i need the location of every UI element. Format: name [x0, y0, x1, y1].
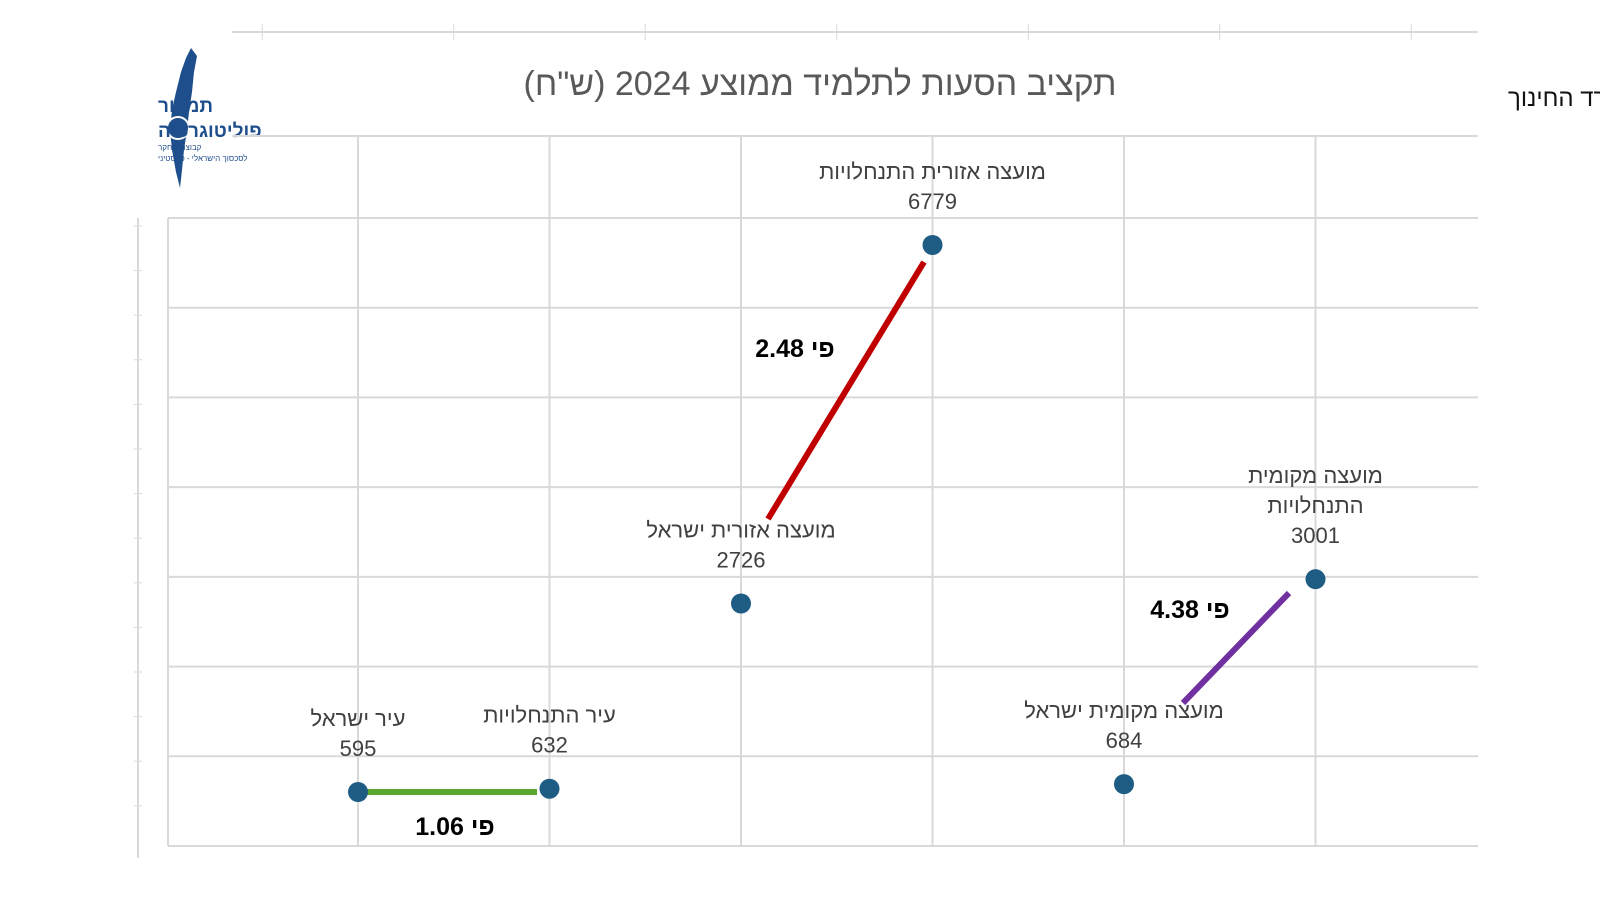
- ratio-label: פי 4.38: [1150, 596, 1229, 624]
- comparison-lines: פי 1.06 פי 2.48 פי 4.38: [366, 260, 1292, 841]
- category-label: מועצה אזורית התנחלויות: [819, 159, 1046, 184]
- comparison-line: [1180, 590, 1292, 706]
- plot-area: [134, 24, 1478, 858]
- chart-title: תקציב הסעות לתלמיד ממוצע 2024 (ש"ח): [524, 65, 1117, 103]
- ratio-label: פי 1.06: [415, 813, 494, 841]
- value-label: 2726: [717, 548, 766, 573]
- grid: [168, 24, 1478, 847]
- data-point: [348, 782, 368, 802]
- value-label: 632: [531, 733, 568, 758]
- logo-line-4: לסכסוך הישראלי - פלסטיני: [158, 154, 248, 163]
- value-label: 684: [1106, 728, 1143, 753]
- logo: תמרור פוליטוגרפיה קבוצת מחקר לסכסוך הישר…: [158, 48, 262, 188]
- category-label: עיר ישראל: [311, 706, 406, 731]
- category-label: עיר התנחלויות: [483, 703, 616, 728]
- source-note: מקור: משרד החינוך: [1508, 85, 1600, 112]
- comparison-line: [765, 260, 927, 521]
- y-ticks: [134, 225, 142, 807]
- point-labels: 595 עיר ישראל 632 עיר התנחלויות 2726 מועצה אז…: [311, 159, 1383, 761]
- logo-line-1: תמרור: [158, 96, 213, 117]
- data-point: [1305, 569, 1326, 590]
- logo-line-2: פוליטוגרפיה: [158, 121, 262, 142]
- category-label: מועצה אזורית ישראל: [646, 518, 835, 543]
- data-points: [348, 235, 1326, 802]
- category-label: מועצה מקומית ישראל: [1024, 698, 1224, 723]
- value-label: 595: [340, 736, 377, 761]
- data-point: [539, 778, 560, 799]
- value-label: 6779: [908, 189, 957, 214]
- category-label: מועצה מקומית: [1248, 463, 1383, 488]
- data-point: [922, 235, 943, 255]
- data-point: [731, 593, 751, 614]
- category-label: התנחלויות: [1267, 493, 1363, 518]
- logo-emblem-icon: [166, 116, 190, 140]
- logo-line-3: קבוצת מחקר: [158, 143, 202, 152]
- ratio-label: פי 2.48: [755, 335, 834, 363]
- value-label: 3001: [1291, 523, 1340, 548]
- data-point: [1114, 774, 1134, 795]
